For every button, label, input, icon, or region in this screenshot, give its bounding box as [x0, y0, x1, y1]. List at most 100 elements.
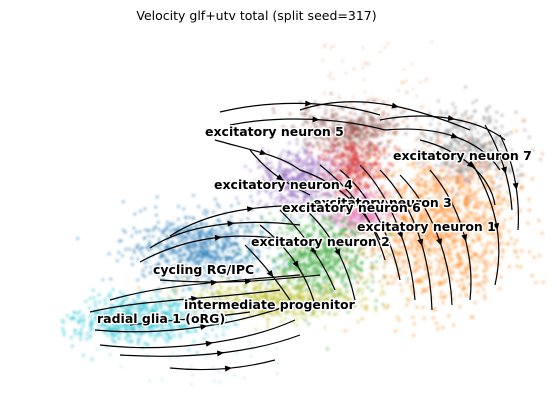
- cell-point: [332, 267, 336, 271]
- cell-point: [166, 244, 170, 248]
- cell-point: [474, 283, 477, 287]
- cell-point: [302, 213, 305, 217]
- cell-point: [252, 224, 255, 228]
- cell-point: [436, 191, 440, 194]
- cell-point: [386, 282, 390, 285]
- cell-point: [308, 271, 312, 275]
- cell-point: [456, 206, 460, 210]
- cell-point: [310, 287, 314, 290]
- cell-point: [121, 254, 124, 258]
- cell-point: [272, 181, 276, 185]
- cell-point: [325, 185, 329, 189]
- cell-point: [438, 157, 442, 161]
- cell-point: [268, 179, 271, 183]
- cell-point: [382, 149, 386, 153]
- cell-point: [285, 253, 289, 257]
- cell-point: [473, 193, 476, 197]
- cell-point: [392, 173, 395, 177]
- cell-point: [344, 217, 348, 221]
- cell-point: [443, 165, 447, 169]
- cell-point: [483, 269, 487, 273]
- cell-point: [298, 157, 301, 161]
- cell-point: [493, 154, 497, 157]
- cell-point: [290, 194, 293, 198]
- cell-point: [319, 288, 322, 292]
- cell-point: [444, 158, 448, 161]
- cell-point: [461, 178, 464, 182]
- cell-point: [264, 171, 268, 174]
- cell-point: [329, 257, 332, 261]
- cell-point: [441, 326, 445, 330]
- cell-point: [397, 148, 401, 151]
- cell-point: [360, 317, 364, 321]
- cell-point: [402, 260, 406, 264]
- cell-point: [457, 266, 460, 270]
- cell-point: [379, 175, 383, 179]
- cell-point: [448, 214, 451, 218]
- cell-point: [477, 141, 480, 145]
- cell-point: [327, 138, 331, 142]
- cell-point: [295, 189, 299, 193]
- cell-point: [465, 276, 469, 280]
- cell-point: [351, 141, 355, 145]
- cell-point: [475, 155, 479, 159]
- cell-point: [272, 187, 276, 191]
- cell-point: [443, 183, 446, 187]
- cell-point: [445, 245, 449, 249]
- cell-point: [480, 146, 483, 149]
- cell-point: [373, 132, 376, 136]
- cell-point: [196, 254, 200, 257]
- cell-point: [374, 191, 377, 195]
- cell-point: [421, 306, 425, 309]
- cell-point: [138, 248, 142, 252]
- cell-point: [286, 199, 289, 202]
- cell-point: [347, 167, 351, 171]
- cell-point: [186, 236, 189, 240]
- cell-point: [454, 264, 457, 267]
- cell-point: [473, 301, 477, 305]
- cell-point: [463, 113, 467, 116]
- cell-point: [277, 155, 281, 159]
- cell-point: [482, 261, 486, 264]
- cell-point: [190, 258, 194, 262]
- cell-point: [164, 227, 168, 231]
- cell-point: [360, 117, 364, 121]
- cell-point: [197, 205, 201, 209]
- cell-point: [331, 255, 334, 258]
- cell-point: [477, 167, 480, 170]
- cell-point: [278, 167, 281, 171]
- cell-point: [437, 186, 440, 190]
- cell-point: [291, 125, 295, 128]
- cell-point: [422, 172, 426, 175]
- cell-point: [180, 249, 183, 253]
- cell-point: [344, 141, 348, 145]
- cell-point: [537, 219, 541, 223]
- cell-point: [450, 127, 454, 131]
- cell-point: [281, 184, 285, 188]
- cell-point: [311, 187, 314, 191]
- cell-point: [266, 326, 269, 329]
- cell-point: [198, 233, 201, 237]
- cell-point: [383, 261, 387, 265]
- cell-point: [418, 166, 422, 169]
- cell-point: [342, 249, 345, 253]
- cell-point: [327, 312, 331, 315]
- cell-point: [335, 191, 338, 195]
- cell-point: [279, 197, 283, 201]
- cell-point: [177, 217, 180, 221]
- cell-point: [503, 134, 507, 138]
- cell-point: [371, 99, 375, 103]
- cell-point: [478, 202, 482, 205]
- cell-point: [328, 130, 332, 134]
- cell-point: [530, 274, 534, 277]
- cell-point: [384, 250, 388, 254]
- cell-point: [121, 200, 125, 204]
- cell-point: [315, 276, 318, 280]
- cell-point: [397, 245, 401, 249]
- cell-point: [344, 228, 348, 231]
- cell-point: [495, 212, 499, 215]
- cell-point: [437, 99, 440, 103]
- cell-point: [326, 127, 330, 131]
- cell-point: [462, 130, 466, 134]
- cell-point: [337, 259, 341, 263]
